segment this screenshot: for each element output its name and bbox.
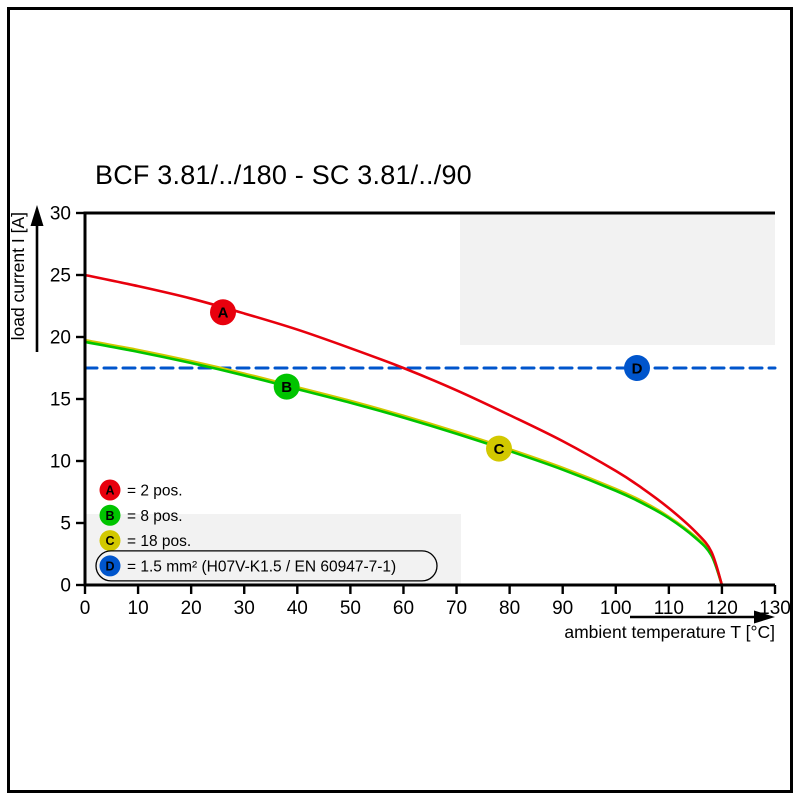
legend-label-C: = 18 pos.: [127, 533, 191, 550]
series-D-marker: [624, 355, 650, 381]
x-tick-label: 0: [80, 598, 91, 619]
legend-marker-letter-B: B: [105, 509, 114, 523]
series-C-marker: [486, 435, 512, 462]
legend-marker-B: [99, 504, 121, 526]
x-axis-label: ambient temperature T [°C]: [564, 622, 775, 642]
legend-marker-C: [99, 530, 121, 552]
page-title: BCF 3.81/../180 - SC 3.81/../90: [95, 160, 472, 190]
x-tick-label: 130: [759, 598, 791, 619]
y-tick-label: 30: [50, 204, 71, 225]
watermark-shade-0: [460, 213, 775, 345]
legend-marker-A: [99, 479, 121, 501]
legend-label-D: = 1.5 mm² (H07V-K1.5 / EN 60947-7-1): [127, 558, 396, 575]
legend-marker-letter-A: A: [105, 484, 114, 498]
legend-label-A: = 2 pos.: [127, 483, 183, 500]
series-C-marker-letter: C: [494, 441, 505, 458]
x-tick-label: 60: [393, 598, 414, 619]
y-tick-label: 25: [50, 266, 71, 287]
y-arrow-head-icon: [30, 205, 44, 226]
x-tick-label: 50: [340, 598, 361, 619]
legend-marker-letter-D: D: [105, 559, 114, 573]
series-B-curve: [83, 340, 724, 587]
series-B-marker: [273, 373, 300, 400]
watermark-shade-1: [85, 514, 461, 585]
y-tick-label: 10: [50, 452, 71, 473]
y-tick-label: 0: [60, 576, 71, 597]
series-B-marker-letter: B: [281, 379, 292, 396]
x-tick-label: 90: [552, 598, 573, 619]
x-arrow-head-icon: [754, 610, 775, 624]
legend-marker-D: [99, 555, 121, 577]
legend-label-B: = 8 pos.: [127, 508, 183, 525]
x-tick-label: 40: [287, 598, 308, 619]
legend-box-D: [95, 550, 438, 582]
x-tick-label: 120: [706, 598, 738, 619]
x-tick-label: 70: [446, 598, 467, 619]
series-A-marker: [210, 299, 236, 326]
y-tick-label: 5: [60, 514, 71, 535]
x-tick-label: 100: [600, 598, 632, 619]
x-tick-label: 10: [128, 598, 149, 619]
x-tick-label: 110: [654, 598, 684, 619]
x-tick-label: 30: [234, 598, 255, 619]
x-tick-label: 20: [181, 598, 202, 619]
series-A-marker-letter: A: [218, 305, 229, 322]
y-tick-label: 15: [50, 390, 71, 411]
series-D-marker-letter: D: [632, 361, 643, 378]
y-tick-label: 20: [50, 328, 71, 349]
legend-marker-letter-C: C: [105, 534, 114, 548]
x-tick-label: 80: [499, 598, 520, 619]
